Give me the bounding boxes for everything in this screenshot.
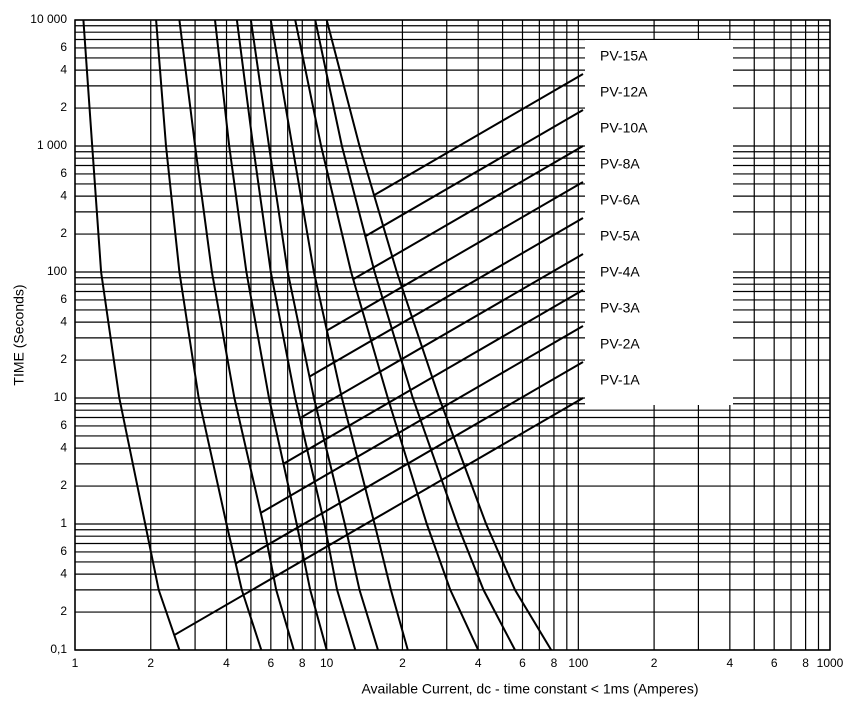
legend-label: PV-2A xyxy=(600,336,640,352)
y-tick-label: 10 000 xyxy=(30,12,67,26)
y-tick-label: 4 xyxy=(60,314,67,328)
x-tick-label: 1 xyxy=(72,656,79,670)
y-tick-label: 2 xyxy=(60,100,67,114)
legend-label: PV-3A xyxy=(600,300,640,316)
y-tick-label: 10 xyxy=(54,390,68,404)
x-tick-label: 8 xyxy=(802,656,809,670)
y-tick-label: 6 xyxy=(60,40,67,54)
plot-frame xyxy=(74,19,831,651)
x-tick-label: 4 xyxy=(475,656,482,670)
y-tick-label: 4 xyxy=(60,440,67,454)
x-tick-label: 2 xyxy=(147,656,154,670)
legend-label: PV-8A xyxy=(600,156,640,172)
y-tick-label: 6 xyxy=(60,292,67,306)
leader-line xyxy=(326,181,584,332)
series-line xyxy=(214,19,328,651)
legend-label: PV-10A xyxy=(600,120,648,136)
series-line xyxy=(155,19,263,651)
y-tick-label: 6 xyxy=(60,544,67,558)
y-tick-label: 4 xyxy=(60,188,67,202)
legend-label: PV-15A xyxy=(600,48,648,64)
series-line xyxy=(314,19,516,651)
series-line xyxy=(82,19,181,651)
x-tick-label: 4 xyxy=(223,656,230,670)
series-line xyxy=(269,19,409,651)
x-tick-label: 6 xyxy=(519,656,526,670)
x-tick-label: 6 xyxy=(267,656,274,670)
y-tick-label: 2 xyxy=(60,352,67,366)
leader-line xyxy=(235,361,584,565)
y-tick-label: 1 000 xyxy=(37,138,67,152)
series-line xyxy=(235,19,357,651)
legend-label: PV-5A xyxy=(600,228,640,244)
y-tick-label: 2 xyxy=(60,226,67,240)
legend-box xyxy=(585,40,733,405)
leader-line xyxy=(352,145,584,281)
series-line xyxy=(249,19,379,651)
series-line xyxy=(294,19,480,651)
y-tick-label: 0,1 xyxy=(50,642,67,656)
y-tick-label: 4 xyxy=(60,566,67,580)
leader-line xyxy=(308,217,584,378)
x-tick-label: 8 xyxy=(299,656,306,670)
series-line xyxy=(325,19,553,651)
leader-line xyxy=(260,325,584,514)
x-tick-label: 4 xyxy=(727,656,734,670)
x-tick-label: 2 xyxy=(399,656,406,670)
x-axis-title: Available Current, dc - time constant < … xyxy=(361,681,698,697)
x-tick-label: 100 xyxy=(568,656,588,670)
y-tick-label: 6 xyxy=(60,166,67,180)
series-line xyxy=(178,19,295,651)
y-tick-label: 100 xyxy=(47,264,67,278)
y-tick-label: 4 xyxy=(60,62,67,76)
x-tick-label: 8 xyxy=(551,656,558,670)
legend-label: PV-12A xyxy=(600,84,648,100)
leader-line xyxy=(282,289,584,465)
legend-label: PV-4A xyxy=(600,264,640,280)
leader-line xyxy=(173,397,584,636)
y-tick-label: 2 xyxy=(60,604,67,618)
y-tick-label: 6 xyxy=(60,418,67,432)
x-tick-label: 6 xyxy=(771,656,778,670)
leader-line xyxy=(299,253,584,420)
legend-label: PV-6A xyxy=(600,192,640,208)
legend-label: PV-1A xyxy=(600,372,640,388)
y-tick-label: 2 xyxy=(60,478,67,492)
y-tick-label: 1 xyxy=(60,516,67,530)
x-tick-label: 10 xyxy=(320,656,334,670)
leader-line xyxy=(373,73,584,197)
x-tick-label: 2 xyxy=(651,656,658,670)
leader-line xyxy=(364,109,584,238)
x-tick-label: 1000 xyxy=(817,656,844,670)
y-axis-title: TIME (Seconds) xyxy=(11,284,27,385)
